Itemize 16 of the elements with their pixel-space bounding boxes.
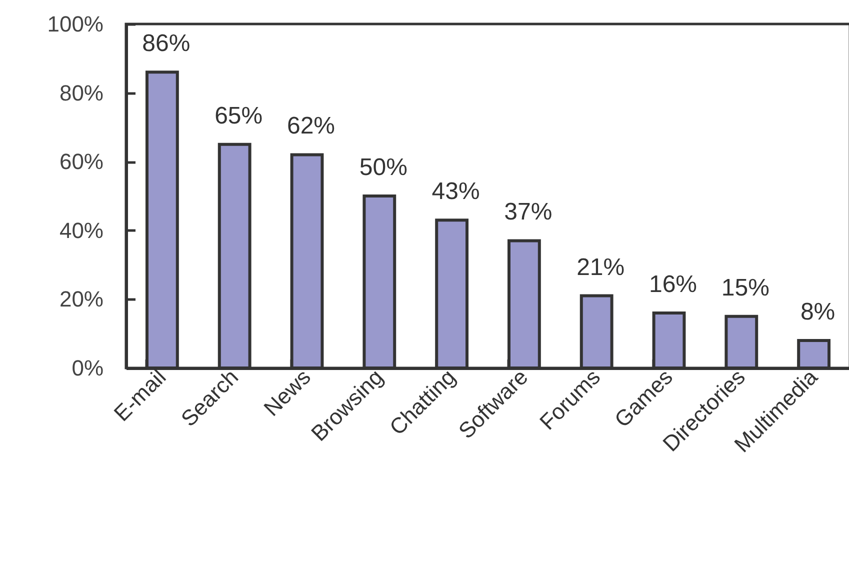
data-label: 62%	[286, 112, 336, 140]
data-label: 37%	[504, 198, 552, 226]
data-label: 86%	[142, 30, 190, 58]
data-label: 21%	[576, 254, 625, 281]
y-tick-label: 20%	[59, 286, 104, 312]
data-label: 65%	[214, 102, 263, 130]
y-tick-label: 100%	[47, 12, 104, 36]
data-label: 43%	[432, 178, 480, 206]
y-tick-label: 80%	[59, 80, 104, 106]
data-label: 16%	[648, 270, 698, 298]
y-tick-label: 0%	[72, 356, 104, 380]
data-label: 50%	[359, 154, 408, 181]
data-label: 15%	[721, 274, 770, 302]
y-tick-label: 40%	[59, 218, 104, 243]
data-label: 8%	[800, 298, 836, 326]
y-tick-label: 60%	[59, 149, 104, 174]
